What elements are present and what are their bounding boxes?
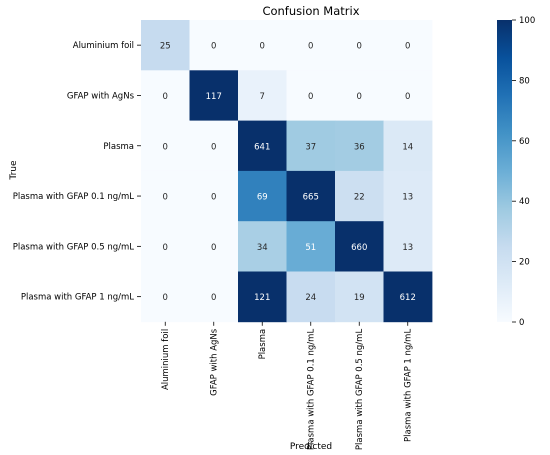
x-tick-label: Plasma with GFAP 0.1 ng/mL [307, 329, 317, 451]
x-tick-label: Plasma with GFAP 1 ng/mL [404, 329, 414, 442]
cell-value-label: 0 [211, 293, 216, 303]
cell-value-label: 665 [303, 193, 319, 203]
cell-value-label: 0 [308, 42, 313, 52]
cell-value-label: 0 [163, 293, 168, 303]
heatmap-cell [189, 221, 239, 272]
heatmap-cell [238, 120, 287, 172]
x-tick-label: Plasma [258, 329, 268, 360]
heatmap-cell [238, 271, 287, 323]
heatmap-cell [383, 70, 433, 121]
heatmap-cell [286, 170, 336, 222]
heatmap-cell [141, 20, 190, 71]
heatmap-cell [335, 20, 384, 71]
heatmap-cell [335, 221, 384, 272]
heatmap-cell [238, 170, 287, 222]
heatmap-cell [141, 120, 190, 172]
y-tick-label: Plasma with GFAP 0.1 ng/mL [13, 192, 135, 202]
chart-title: Confusion Matrix [262, 4, 359, 18]
heatmap-cell [238, 221, 287, 272]
cell-value-label: 0 [357, 92, 362, 102]
colorbar-tick-label: 100 [519, 16, 535, 26]
heatmap-cell [141, 271, 190, 323]
cell-value-label: 34 [257, 243, 268, 253]
cell-value-label: 22 [354, 193, 365, 203]
heatmap-cell [238, 20, 287, 71]
heatmap-cell [286, 70, 336, 121]
cell-value-label: 51 [305, 243, 316, 253]
heatmap-cell [383, 221, 433, 272]
heatmap-cell [238, 70, 287, 121]
cell-value-label: 121 [254, 293, 270, 303]
y-tick-labels: Aluminium foil GFAP with AgNs Plasma Plasma… [13, 41, 141, 303]
cell-value-label: 14 [402, 142, 413, 152]
x-tick-labels: Aluminium foil GFAP with AgNs Plasma Plasma… [161, 321, 414, 451]
heatmap-cell [286, 120, 336, 172]
y-axis-label: True [9, 160, 19, 181]
cell-value-label: 25 [160, 42, 171, 52]
cell-value-label: 36 [354, 142, 365, 152]
x-tick-label: Aluminium foil [161, 329, 171, 390]
cell-value-label: 660 [351, 243, 367, 253]
cell-value-label: 117 [206, 92, 222, 102]
cell-value-label: 0 [211, 193, 216, 203]
cell-value-label: 0 [211, 142, 216, 152]
colorbar-tick-label: 40 [519, 197, 530, 207]
cell-value-label: 24 [305, 293, 316, 303]
cell-value-label: 0 [163, 142, 168, 152]
y-tick-label: Aluminium foil [73, 41, 134, 51]
colorbar [497, 20, 512, 322]
colorbar-tick-label: 20 [519, 258, 530, 268]
y-tick-label: GFAP with AgNs [67, 91, 135, 101]
heatmap-cell [189, 70, 239, 121]
heatmap-cell [141, 221, 190, 272]
cell-value-label: 0 [163, 193, 168, 203]
heatmap-cells: 25 0 0 0 0 0 0 117 7 0 0 0 0 0 641 37 36 14 0 0 69 665 22 13 0 0 3… [141, 20, 433, 323]
cell-value-label: 0 [405, 42, 410, 52]
y-tick-label: Plasma with GFAP 1 ng/mL [21, 293, 134, 303]
cell-value-label: 37 [305, 142, 316, 152]
cell-value-label: 19 [354, 293, 365, 303]
cell-value-label: 0 [308, 92, 313, 102]
colorbar-tick-label: 60 [519, 137, 530, 147]
cell-value-label: 13 [402, 193, 413, 203]
heatmap-cell [189, 170, 239, 222]
cell-value-label: 0 [405, 92, 410, 102]
cell-value-label: 13 [402, 243, 413, 253]
cell-value-label: 0 [211, 243, 216, 253]
heatmap-cell [189, 271, 239, 323]
heatmap-cell [335, 120, 384, 172]
heatmap-cell [335, 271, 384, 323]
heatmap-cell [335, 70, 384, 121]
heatmap-cell [189, 20, 239, 71]
heatmap-cell [141, 70, 190, 121]
x-tick-label: GFAP with AgNs [210, 328, 220, 396]
heatmap-cell [286, 221, 336, 272]
cell-value-label: 0 [163, 92, 168, 102]
colorbar-ticks: 0 20 40 60 80 100 [512, 16, 535, 328]
x-tick-label: Plasma with GFAP 0.5 ng/mL [355, 329, 365, 451]
colorbar-tick-label: 80 [519, 76, 530, 86]
cell-value-label: 69 [257, 193, 268, 203]
heatmap-cell [141, 170, 190, 222]
heatmap-cell [383, 120, 433, 172]
y-tick-label: Plasma with GFAP 0.5 ng/mL [13, 242, 135, 252]
cell-value-label: 641 [254, 142, 270, 152]
heatmap-cell [383, 271, 433, 323]
heatmap-cell [335, 170, 384, 222]
cell-value-label: 0 [211, 42, 216, 52]
cell-value-label: 0 [357, 42, 362, 52]
x-axis-label: Predicted [290, 442, 332, 452]
colorbar-tick-label: 0 [519, 318, 524, 328]
heatmap-cell [286, 20, 336, 71]
cell-value-label: 0 [163, 243, 168, 253]
heatmap-cell [383, 170, 433, 222]
cell-value-label: 7 [260, 92, 265, 102]
y-tick-label: Plasma [103, 142, 134, 152]
heatmap-cell [286, 271, 336, 323]
heatmap-cell [189, 120, 239, 172]
cell-value-label: 612 [400, 293, 416, 303]
heatmap-cell [383, 20, 433, 71]
cell-value-label: 0 [260, 42, 265, 52]
